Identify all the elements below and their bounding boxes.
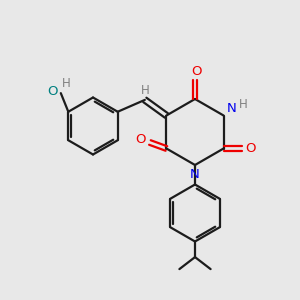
Text: O: O <box>191 65 202 78</box>
Text: H: H <box>62 77 70 90</box>
Text: O: O <box>245 142 256 155</box>
Text: O: O <box>47 85 58 98</box>
Text: O: O <box>136 133 146 146</box>
Text: H: H <box>140 84 149 98</box>
Text: N: N <box>190 168 200 181</box>
Text: N: N <box>227 102 237 116</box>
Text: H: H <box>239 98 248 111</box>
